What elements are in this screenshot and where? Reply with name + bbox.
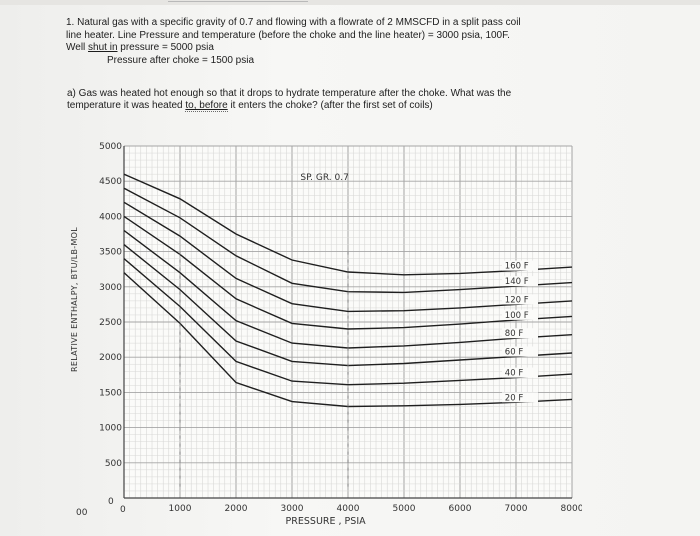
x-tick-label: 2000 (225, 504, 248, 514)
y-tick-label: 1000 (99, 424, 122, 434)
isotherm-label-bg (502, 346, 538, 357)
chart-title: SP. GR. 0.7 (300, 173, 348, 183)
part-a-line-2: temperature it was heated to, before it … (67, 100, 567, 113)
part-a-line-2-prefix: temperature it was heated (67, 100, 186, 112)
x-tick-label: 4000 (337, 504, 360, 514)
question-line-1: 1. Natural gas with a specific gravity o… (66, 17, 521, 28)
y-tick-label: 500 (105, 459, 122, 469)
isotherm-label-bg (502, 328, 538, 339)
question-line-4: Pressure after choke = 1500 psia (107, 54, 255, 66)
origin-label: 0 (108, 497, 114, 507)
question-line-2: line heater. Line Pressure and temperatu… (66, 29, 510, 41)
question-line-3-prefix: Well (66, 42, 89, 54)
cropped-header-remnant (168, 0, 308, 2)
origin-label: 00 (76, 508, 88, 518)
x-tick-label: 8000 (561, 504, 582, 514)
to-before-underlined: to, before (185, 100, 228, 113)
chart-svg: 500 1000 1500 2000 2500 3000 3500 4000 4500 5000 1… (76, 142, 582, 527)
isotherm-line (123, 215, 573, 330)
y-tick-label: 1500 (99, 388, 122, 398)
y-tick-label: 3000 (99, 283, 122, 293)
x-tick-label: 5000 (393, 504, 416, 514)
x-tick-label: 1000 (169, 504, 192, 514)
isotherm-label: 100 F (505, 311, 529, 321)
origin-label: 0 (120, 505, 126, 515)
isotherm-label-bg (502, 294, 538, 305)
x-tick-label: 7000 (505, 504, 528, 514)
question-line-3-suffix: pressure = 5000 psia (117, 42, 214, 54)
y-tick-label: 4000 (99, 212, 122, 222)
top-strip (0, 0, 700, 5)
question-line-3: Well shut in pressure = 5000 psia (66, 42, 566, 55)
isotherm-line (123, 201, 573, 313)
part-a-line-1: a) Gas was heated hot enough so that it … (67, 88, 512, 99)
question-text: 1. Natural gas with a specific gravity o… (66, 17, 566, 67)
x-tick-label: 3000 (281, 504, 304, 514)
isotherm-label: 20 F (505, 393, 524, 403)
shut-in-underlined: shut in (88, 42, 118, 54)
isotherm-label-bg (502, 309, 538, 320)
y-tick-label: 3500 (99, 248, 122, 258)
isotherm-line (123, 173, 573, 276)
y-tick-label: 2000 (99, 353, 122, 363)
isotherm-label: 40 F (505, 369, 524, 379)
x-axis-label: PRESSURE , PSIA (286, 516, 367, 527)
isotherm-line (123, 258, 573, 386)
isotherm-label-bg (502, 367, 538, 378)
part-a-text: a) Gas was heated hot enough so that it … (67, 88, 567, 113)
y-tick-label: 2500 (99, 318, 122, 328)
isotherm-label: 120 F (505, 295, 529, 305)
y-axis-label: RELATIVE ENTHALPY, BTU/LB-MOL (70, 226, 79, 372)
isotherm-label: 60 F (505, 347, 524, 357)
part-a-line-2-suffix: it enters the choke? (after the first se… (227, 100, 433, 112)
isotherm-label-bg (502, 260, 538, 271)
y-tick-label: 5000 (99, 142, 122, 152)
isotherm-label-bg (502, 276, 538, 287)
isotherm-label: 160 F (505, 262, 529, 272)
y-tick-label: 4500 (99, 177, 122, 187)
isotherm-label-bg (502, 392, 538, 403)
x-tick-label: 6000 (449, 504, 472, 514)
isotherm-label: 140 F (505, 277, 529, 287)
isotherm-label: 80 F (505, 329, 524, 339)
enthalpy-chart: 500 1000 1500 2000 2500 3000 3500 4000 4500 5000 1… (62, 126, 582, 536)
